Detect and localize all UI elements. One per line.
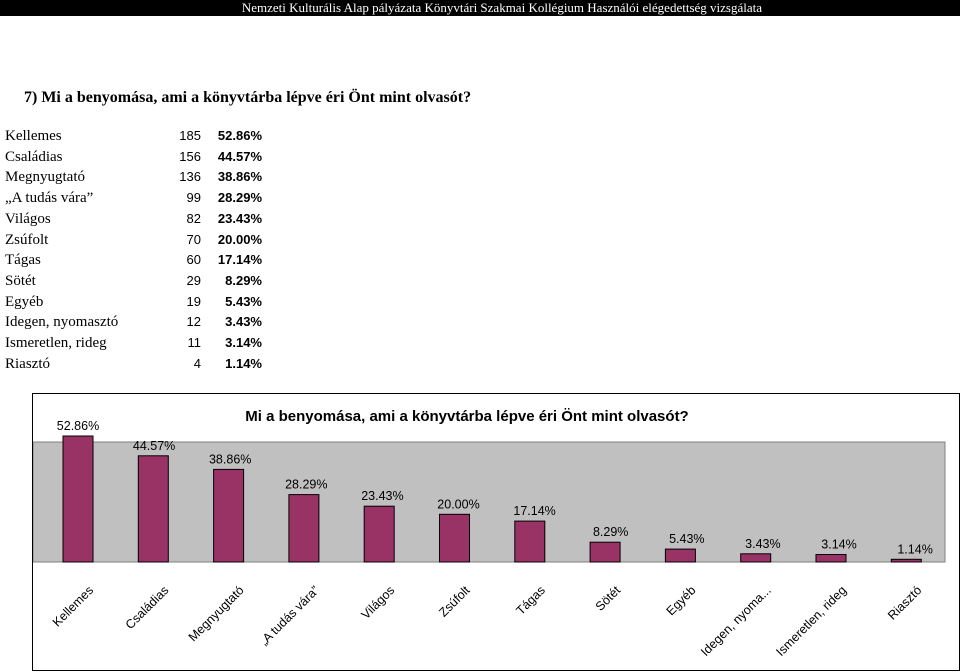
table-row: Családias 156 44.57%: [5, 147, 262, 168]
bar: [288, 494, 320, 563]
bar: [213, 468, 245, 563]
results-table: Kellemes 185 52.86% Családias 156 44.57% Megny…: [5, 126, 262, 374]
row-count: 82: [186, 210, 201, 226]
row-percent: 3.14%: [225, 335, 262, 351]
bar: [815, 554, 847, 563]
bar: [137, 455, 169, 563]
bar: [589, 541, 621, 563]
data-label: 8.29%: [593, 525, 628, 539]
table-row: Zsúfolt 70 20.00%: [5, 230, 262, 251]
row-label: Egyéb: [5, 293, 44, 310]
row-count: 11: [187, 335, 202, 351]
row-count: 156: [179, 148, 201, 164]
category-label: Világos: [359, 583, 398, 622]
row-count: 70: [186, 231, 201, 247]
chart-container: Mi a benyomása, ami a könyvtárba lépve é…: [32, 393, 960, 671]
category-label: Ismeretlen, rideg: [773, 583, 849, 659]
row-percent: 8.29%: [225, 272, 262, 288]
bar: [363, 505, 395, 563]
row-percent: 17.14%: [217, 252, 262, 268]
header-title: Nemzeti Kulturális Alap pályázata Könyvt…: [241, 0, 762, 15]
row-count: 60: [186, 252, 201, 268]
data-label: 28.29%: [285, 478, 327, 492]
category-label: Családias: [123, 583, 172, 632]
bar: [62, 435, 94, 563]
table-row: Riasztó 4 1.14%: [5, 354, 262, 375]
data-label: 1.14%: [897, 542, 932, 556]
row-label: Idegen, nyomasztó: [5, 314, 119, 331]
row-count: 19: [186, 293, 201, 309]
category-label: Egyéb: [664, 583, 699, 618]
row-percent: 20.00%: [217, 231, 262, 247]
table-row: Egyéb 19 5.43%: [5, 292, 262, 313]
bar: [664, 548, 696, 563]
table-row: Világos 82 23.43%: [5, 209, 262, 230]
bar: [740, 553, 772, 563]
bar-chart: Mi a benyomása, ami a könyvtárba lépve é…: [33, 408, 946, 659]
question-title: 7) Mi a benyomása, ami a könyvtárba lépv…: [24, 89, 472, 106]
data-label: 23.43%: [361, 489, 403, 503]
row-label: Tágas: [5, 252, 41, 269]
data-label: 5.43%: [669, 532, 704, 546]
bar: [890, 558, 922, 563]
chart-title: Mi a benyomása, ami a könyvtárba lépve é…: [245, 408, 688, 425]
table-row: Idegen, nyomasztó 12 3.43%: [5, 312, 262, 333]
data-label: 44.57%: [133, 439, 175, 453]
row-count: 12: [186, 314, 201, 330]
row-label: Világos: [5, 210, 51, 227]
data-label: 38.86%: [209, 452, 251, 466]
data-label: 3.14%: [821, 538, 856, 552]
category-label: Kellemes: [50, 583, 96, 629]
row-label: Kellemes: [5, 128, 62, 144]
row-percent: 3.43%: [225, 314, 262, 330]
data-label: 20.00%: [437, 497, 479, 511]
table-row: Sötét 29 8.29%: [5, 271, 262, 292]
category-label: „A tudás vára”: [257, 583, 322, 648]
row-label: Ismeretlen, rideg: [5, 335, 107, 352]
row-label: Riasztó: [5, 355, 50, 372]
row-label: „A tudás vára”: [5, 190, 94, 207]
category-label: Idegen, nyoma...: [698, 583, 774, 659]
row-percent: 44.57%: [217, 148, 262, 164]
page-header: Nemzeti Kulturális Alap pályázata Könyvt…: [0, 0, 960, 16]
bar: [439, 513, 470, 563]
category-label: Megnyugtató: [186, 583, 247, 644]
row-percent: 38.86%: [217, 169, 262, 185]
row-percent: 1.14%: [225, 355, 262, 371]
table-row: Ismeretlen, rideg 11 3.14%: [5, 333, 262, 354]
row-label: Megnyugtató: [5, 169, 85, 186]
row-count: 185: [179, 128, 201, 143]
table-row: Megnyugtató 136 38.86%: [5, 167, 262, 188]
row-label: Családias: [5, 148, 63, 165]
row-percent: 23.43%: [217, 210, 262, 226]
category-label: Zsúfolt: [436, 583, 473, 620]
plot-area: [33, 441, 946, 563]
data-label: 17.14%: [513, 504, 555, 518]
row-label: Sötét: [5, 272, 36, 289]
table-row: „A tudás vára” 99 28.29%: [5, 188, 262, 209]
bar: [514, 520, 546, 563]
row-count: 29: [186, 272, 201, 288]
data-label: 3.43%: [745, 537, 780, 551]
category-label: Riasztó: [885, 583, 924, 622]
row-count: 4: [193, 355, 201, 371]
table-row: Tágas 60 17.14%: [5, 250, 262, 271]
data-label: 52.86%: [57, 419, 99, 433]
row-percent: 52.86%: [217, 128, 262, 143]
row-percent: 5.43%: [225, 293, 262, 309]
category-label: Sötét: [593, 583, 624, 614]
table-row: Kellemes 185 52.86%: [5, 126, 262, 147]
row-label: Zsúfolt: [5, 231, 49, 248]
row-count: 136: [179, 169, 201, 185]
row-count: 99: [186, 190, 201, 206]
row-percent: 28.29%: [217, 190, 262, 206]
category-label: Tágas: [513, 583, 547, 617]
